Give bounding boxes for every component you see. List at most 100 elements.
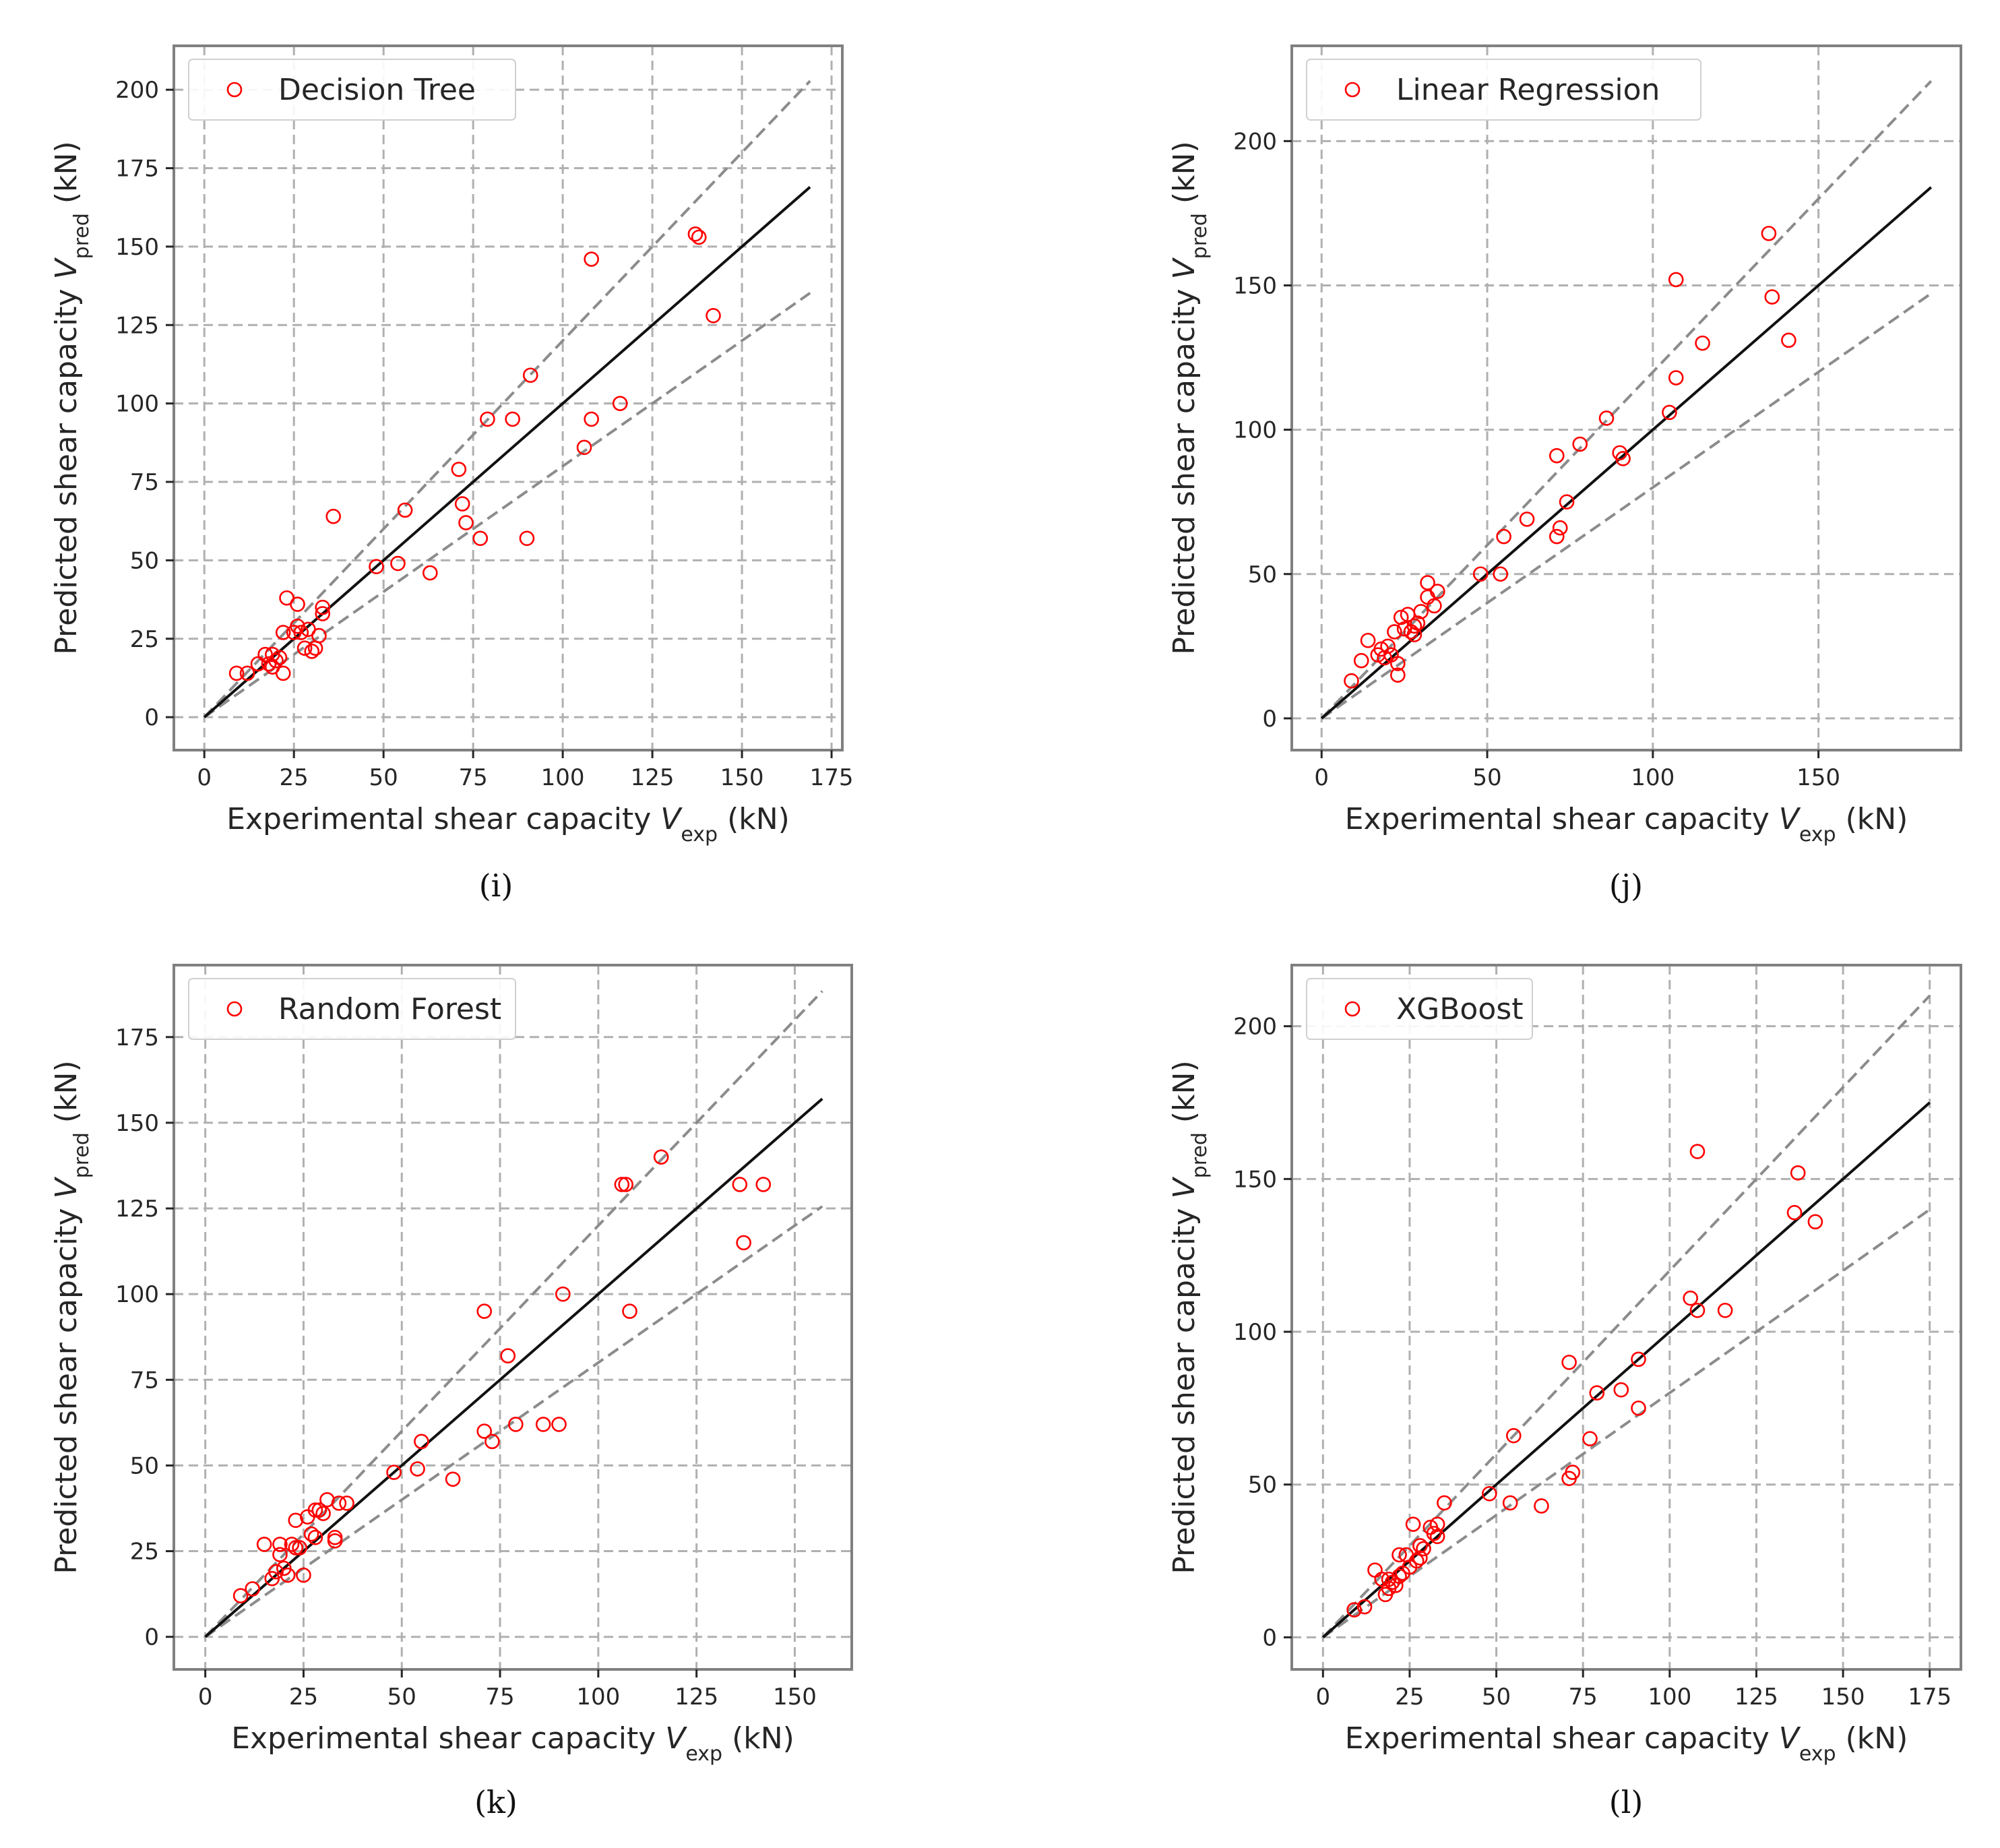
data-point bbox=[1790, 1165, 1806, 1181]
legend: Linear Regression bbox=[1306, 59, 1701, 121]
lower-bound-line bbox=[204, 292, 811, 718]
y-tick-label: 0 bbox=[144, 704, 159, 731]
y-tick-label: 50 bbox=[130, 547, 159, 574]
data-point bbox=[1427, 598, 1442, 614]
data-point bbox=[331, 1496, 347, 1511]
data-point bbox=[508, 1417, 524, 1432]
data-point bbox=[1429, 1516, 1445, 1532]
data-point bbox=[1589, 1385, 1605, 1401]
data-point bbox=[1786, 1204, 1803, 1221]
data-point bbox=[584, 251, 599, 267]
lower-bound-line bbox=[1322, 1208, 1931, 1639]
y-axis-label: Predicted shear capacity Vpred (kN) bbox=[49, 1060, 94, 1574]
data-point bbox=[687, 226, 704, 242]
data-point bbox=[1559, 494, 1575, 510]
x-tick-label: 125 bbox=[1735, 1684, 1778, 1711]
x-tick-label: 50 bbox=[1472, 764, 1501, 791]
data-point bbox=[458, 515, 474, 530]
data-point bbox=[755, 1177, 772, 1192]
data-point bbox=[1549, 528, 1565, 545]
x-axis-label-var: V bbox=[1779, 802, 1801, 836]
x-tick-label: 100 bbox=[541, 764, 585, 791]
data-point bbox=[275, 665, 291, 681]
y-axis-label: Predicted shear capacity Vpred (kN) bbox=[1167, 141, 1212, 654]
data-point bbox=[1481, 1486, 1497, 1502]
data-point bbox=[275, 625, 291, 640]
data-point bbox=[1346, 1602, 1362, 1618]
x-axis-label: Experimental shear capacity Vexp (kN) bbox=[1345, 802, 1908, 846]
legend-label: Decision Tree bbox=[278, 73, 476, 107]
data-point bbox=[1353, 652, 1369, 669]
y-axis-label-unit: (kN) bbox=[49, 1060, 84, 1132]
x-axis-label-sub: exp bbox=[681, 823, 718, 846]
x-tick-label: 50 bbox=[387, 1684, 416, 1711]
y-tick-label: 50 bbox=[130, 1452, 159, 1479]
data-point bbox=[272, 1547, 288, 1562]
data-point bbox=[292, 1540, 307, 1556]
data-point bbox=[480, 411, 495, 427]
data-point bbox=[1377, 650, 1392, 666]
y-tick-label: 150 bbox=[115, 234, 159, 261]
data-point bbox=[296, 640, 313, 656]
y-axis-label-sub: pred bbox=[70, 213, 94, 259]
data-point bbox=[288, 1540, 304, 1556]
data-point bbox=[268, 653, 284, 669]
data-point bbox=[284, 1537, 300, 1552]
data-point bbox=[1344, 673, 1359, 689]
data-point bbox=[1764, 289, 1780, 305]
data-point bbox=[1519, 512, 1535, 527]
data-point bbox=[1420, 589, 1435, 605]
data-point bbox=[1392, 1568, 1407, 1584]
data-point bbox=[245, 1581, 260, 1597]
x-axis-label-var: V bbox=[665, 1721, 687, 1756]
x-tick-label: 25 bbox=[280, 764, 309, 791]
data-point bbox=[339, 1496, 354, 1511]
data-point bbox=[445, 1471, 461, 1487]
data-point bbox=[1496, 528, 1511, 545]
x-axis-label-sub: exp bbox=[1799, 1742, 1836, 1766]
data-point bbox=[315, 599, 331, 615]
y-axis-label-var: V bbox=[1167, 1176, 1201, 1198]
data-point bbox=[1552, 520, 1568, 536]
x-tick-label: 125 bbox=[675, 1684, 718, 1711]
panel-linear-regression: 0 50 100 150 0 50 100 150 200 Experimental shear … bbox=[1167, 44, 1962, 904]
x-axis-label-unit: (kN) bbox=[722, 1721, 794, 1756]
data-point bbox=[1572, 436, 1588, 452]
y-tick-label: 25 bbox=[130, 1539, 159, 1566]
data-point bbox=[1761, 226, 1777, 241]
data-point bbox=[1413, 604, 1429, 619]
y-tick-label: 200 bbox=[1233, 1014, 1277, 1041]
lower-bound-line bbox=[1321, 292, 1932, 720]
data-point bbox=[519, 530, 535, 547]
data-point bbox=[280, 1567, 296, 1583]
data-point bbox=[1493, 566, 1508, 582]
data-point bbox=[232, 1588, 249, 1603]
x-axis-label-unit: (kN) bbox=[718, 802, 790, 836]
data-point bbox=[1662, 404, 1677, 421]
data-point bbox=[653, 1149, 669, 1165]
x-tick-label: 50 bbox=[1482, 1684, 1511, 1711]
legend-label: Linear Regression bbox=[1396, 73, 1660, 107]
plot-frame bbox=[173, 964, 853, 1671]
data-point bbox=[1410, 615, 1426, 631]
data-point bbox=[315, 1506, 331, 1521]
x-tick-label: 100 bbox=[1648, 1684, 1691, 1711]
data-point bbox=[1360, 632, 1376, 648]
upper-bound-line bbox=[203, 80, 811, 718]
y-tick-label: 0 bbox=[1262, 1624, 1277, 1651]
data-point bbox=[423, 565, 438, 581]
data-point bbox=[476, 1303, 493, 1319]
y-axis-label-main: Predicted shear capacity bbox=[1167, 279, 1201, 654]
panel-caption: (l) bbox=[1609, 1784, 1644, 1820]
data-point bbox=[576, 439, 592, 456]
data-point bbox=[272, 1537, 288, 1552]
x-tick-label: 150 bbox=[1796, 764, 1840, 791]
data-point bbox=[1393, 609, 1409, 625]
x-tick-label: 150 bbox=[773, 1684, 817, 1711]
identity-line bbox=[1321, 1101, 1931, 1638]
y-axis-label-unit: (kN) bbox=[49, 141, 84, 213]
plot-frame bbox=[173, 44, 844, 751]
y-axis-label-var: V bbox=[1167, 257, 1201, 279]
data-point bbox=[1561, 1355, 1577, 1370]
